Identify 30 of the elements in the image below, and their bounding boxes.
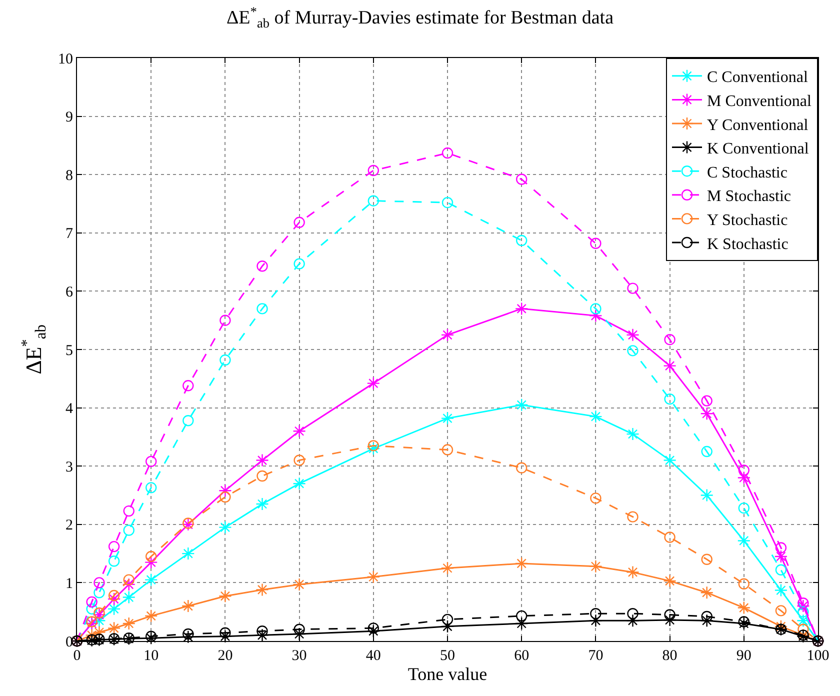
y-tick-label: 4: [66, 401, 74, 418]
y-tick-label: 7: [66, 226, 74, 242]
x-tick-label: 100: [806, 648, 830, 664]
legend-label: K Conventional: [707, 140, 810, 158]
legend-label: C Stochastic: [707, 164, 788, 182]
x-tick-label: 60: [514, 648, 530, 664]
x-tick-label: 90: [736, 648, 752, 664]
x-tick-label: 20: [218, 648, 233, 664]
x-tick-label: 70: [588, 648, 604, 664]
x-tick-label: 80: [662, 648, 678, 664]
y-tick-label: 2: [66, 518, 73, 534]
x-tick-label: 40: [366, 648, 381, 664]
x-tick-label: 50: [440, 648, 455, 664]
x-tick-label: 30: [292, 648, 307, 664]
legend-label: M Conventional: [707, 92, 812, 110]
legend-label: C Conventional: [707, 69, 808, 86]
y-tick-label: 3: [66, 459, 73, 476]
y-tick-label: 5: [66, 342, 73, 359]
x-tick-label: 10: [144, 648, 159, 664]
chart-title: ΔE$^{*}$$_{ab}$ of Murray-Davies estimate for Bestman data: [226, 4, 614, 31]
y-tick-label: 10: [58, 51, 73, 68]
x-axis-title: Tone value: [408, 664, 488, 684]
y-tick-label: 6: [66, 284, 74, 300]
legend-label: Y Stochastic: [707, 212, 788, 229]
y-tick-label: 1: [66, 576, 73, 592]
legend-label: Y Conventional: [707, 116, 809, 134]
legend-label: M Stochastic: [707, 188, 791, 206]
y-tick-label: 9: [66, 110, 73, 126]
legend-label: K Stochastic: [707, 236, 788, 253]
y-tick-label: 8: [66, 168, 73, 184]
